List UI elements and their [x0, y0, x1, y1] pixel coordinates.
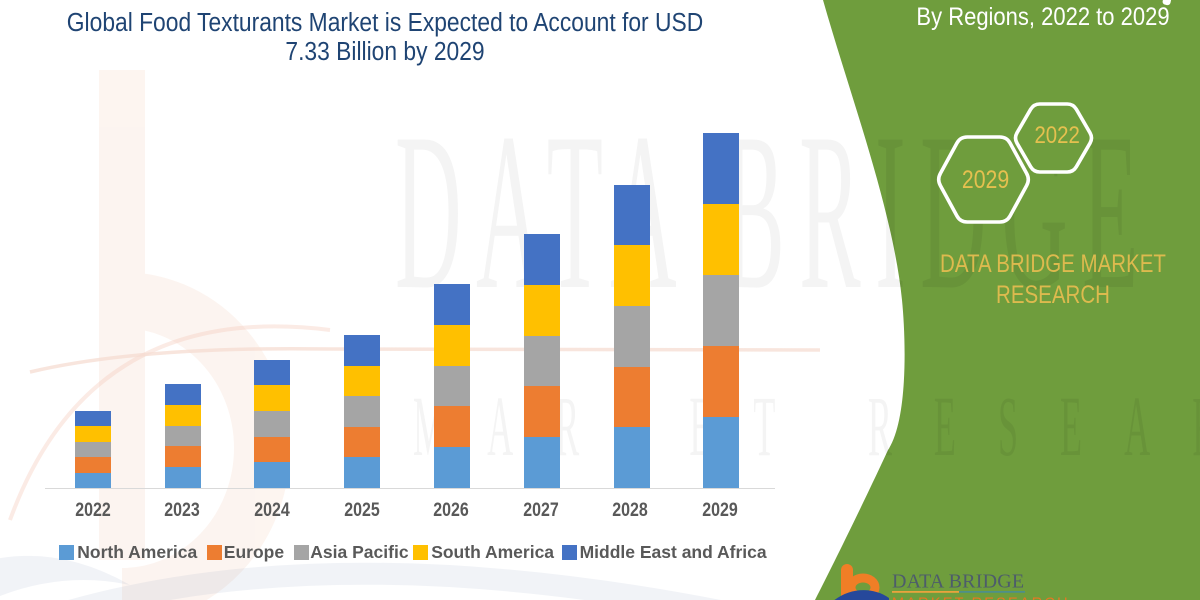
svg-text:MARKET RESEARCH: MARKET RESEARCH — [413, 379, 1200, 474]
svg-text:DATA BRIDGE: DATA BRIDGE — [892, 571, 1024, 593]
svg-text:MARKET RESEARCH: MARKET RESEARCH — [892, 596, 1070, 600]
